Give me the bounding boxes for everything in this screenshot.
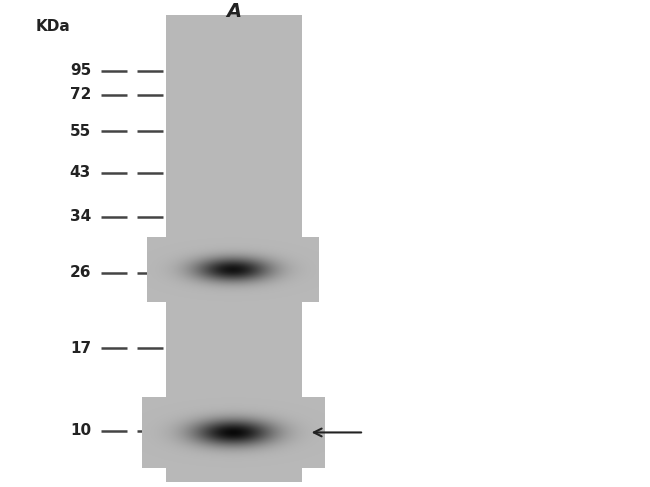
Text: KDa: KDa	[36, 19, 70, 35]
Text: A: A	[226, 2, 242, 21]
Text: 43: 43	[70, 166, 91, 180]
Text: 72: 72	[70, 88, 91, 102]
Text: 10: 10	[70, 424, 91, 438]
Bar	[166, 15, 302, 482]
Text: 55: 55	[70, 124, 91, 139]
Text: 34: 34	[70, 209, 91, 224]
Text: 95: 95	[70, 63, 91, 78]
Text: 17: 17	[70, 341, 91, 356]
Text: 26: 26	[70, 265, 91, 280]
